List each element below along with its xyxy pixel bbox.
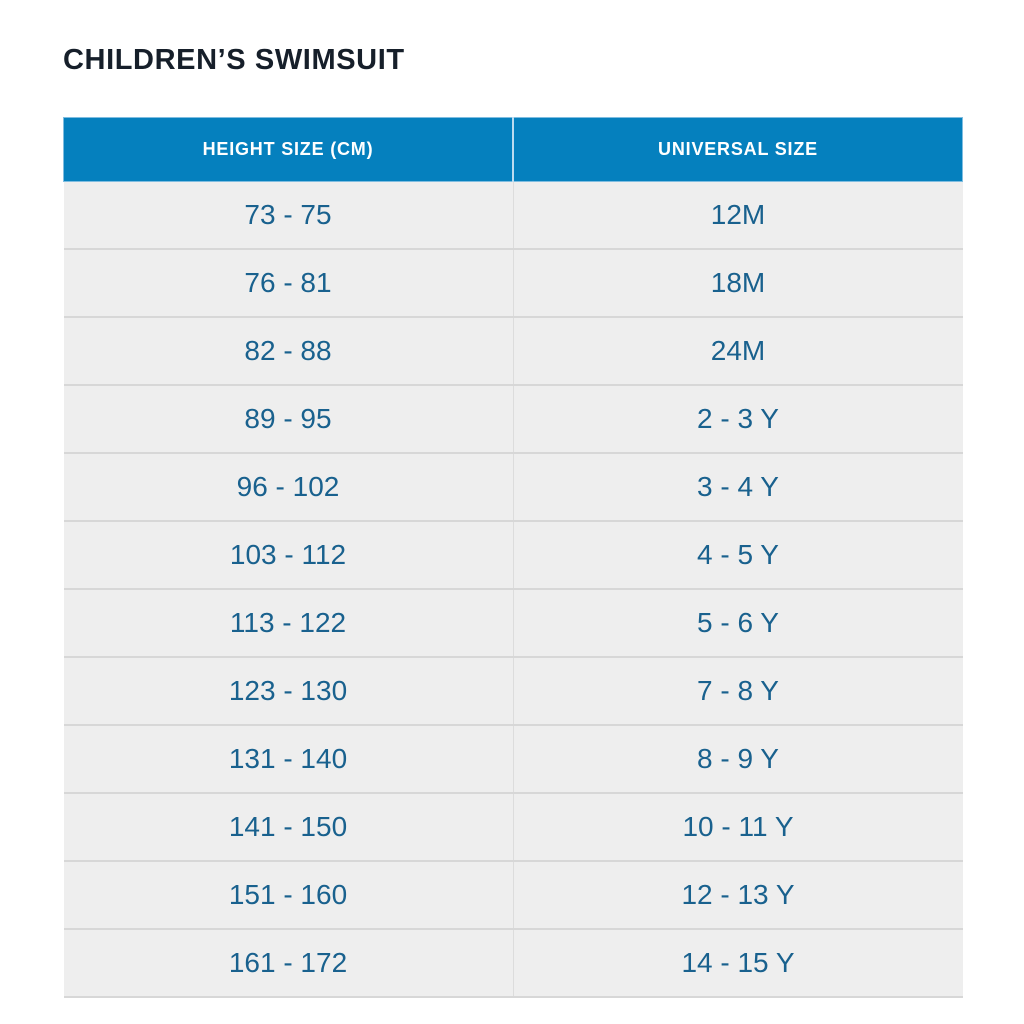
table-row: 123 - 130 7 - 8 Y: [63, 657, 963, 726]
table-cell: 73 - 75: [63, 181, 514, 250]
table-row: 82 - 88 24M: [63, 317, 963, 386]
table-cell: 8 - 9 Y: [513, 725, 963, 794]
table-row: 89 - 95 2 - 3 Y: [63, 385, 963, 454]
table-cell: 151 - 160: [63, 861, 514, 930]
table-row: 76 - 81 18M: [63, 249, 963, 318]
table-cell: 141 - 150: [63, 793, 514, 862]
column-header-universal-size: UNIVERSAL SIZE: [512, 117, 963, 182]
table-cell: 82 - 88: [63, 317, 514, 386]
table-cell: 3 - 4 Y: [513, 453, 963, 522]
table-cell: 113 - 122: [63, 589, 514, 658]
table-cell: 76 - 81: [63, 249, 514, 318]
table-cell: 2 - 3 Y: [513, 385, 963, 454]
table-cell: 123 - 130: [63, 657, 514, 726]
table-row: 103 - 112 4 - 5 Y: [63, 521, 963, 590]
table-cell: 96 - 102: [63, 453, 514, 522]
table-cell: 89 - 95: [63, 385, 514, 454]
table-cell: 161 - 172: [63, 929, 514, 998]
column-header-height-size: HEIGHT SIZE (CM): [63, 117, 514, 182]
table-cell: 18M: [513, 249, 963, 318]
table-row: 113 - 122 5 - 6 Y: [63, 589, 963, 658]
table-row: 131 - 140 8 - 9 Y: [63, 725, 963, 794]
table-cell: 4 - 5 Y: [513, 521, 963, 590]
table-row: 151 - 160 12 - 13 Y: [63, 861, 963, 930]
table-row: 96 - 102 3 - 4 Y: [63, 453, 963, 522]
table-cell: 7 - 8 Y: [513, 657, 963, 726]
table-cell: 131 - 140: [63, 725, 514, 794]
size-table-body: 73 - 75 12M 76 - 81 18M 82 - 88 24M 89 - 95 2 -…: [63, 181, 963, 998]
size-chart-table: HEIGHT SIZE (CM) UNIVERSAL SIZE 73 - 75 1…: [63, 117, 963, 998]
table-cell: 10 - 11 Y: [513, 793, 963, 862]
table-cell: 103 - 112: [63, 521, 514, 590]
table-cell: 24M: [513, 317, 963, 386]
table-cell: 12 - 13 Y: [513, 861, 963, 930]
table-row: 161 - 172 14 - 15 Y: [63, 929, 963, 998]
table-cell: 5 - 6 Y: [513, 589, 963, 658]
size-table-header: HEIGHT SIZE (CM) UNIVERSAL SIZE: [63, 117, 963, 182]
header-row: HEIGHT SIZE (CM) UNIVERSAL SIZE: [63, 117, 963, 182]
table-row: 141 - 150 10 - 11 Y: [63, 793, 963, 862]
page-title: CHILDREN’S SWIMSUIT: [63, 44, 405, 76]
table-cell: 12M: [513, 181, 963, 250]
table-cell: 14 - 15 Y: [513, 929, 963, 998]
table-row: 73 - 75 12M: [63, 181, 963, 250]
